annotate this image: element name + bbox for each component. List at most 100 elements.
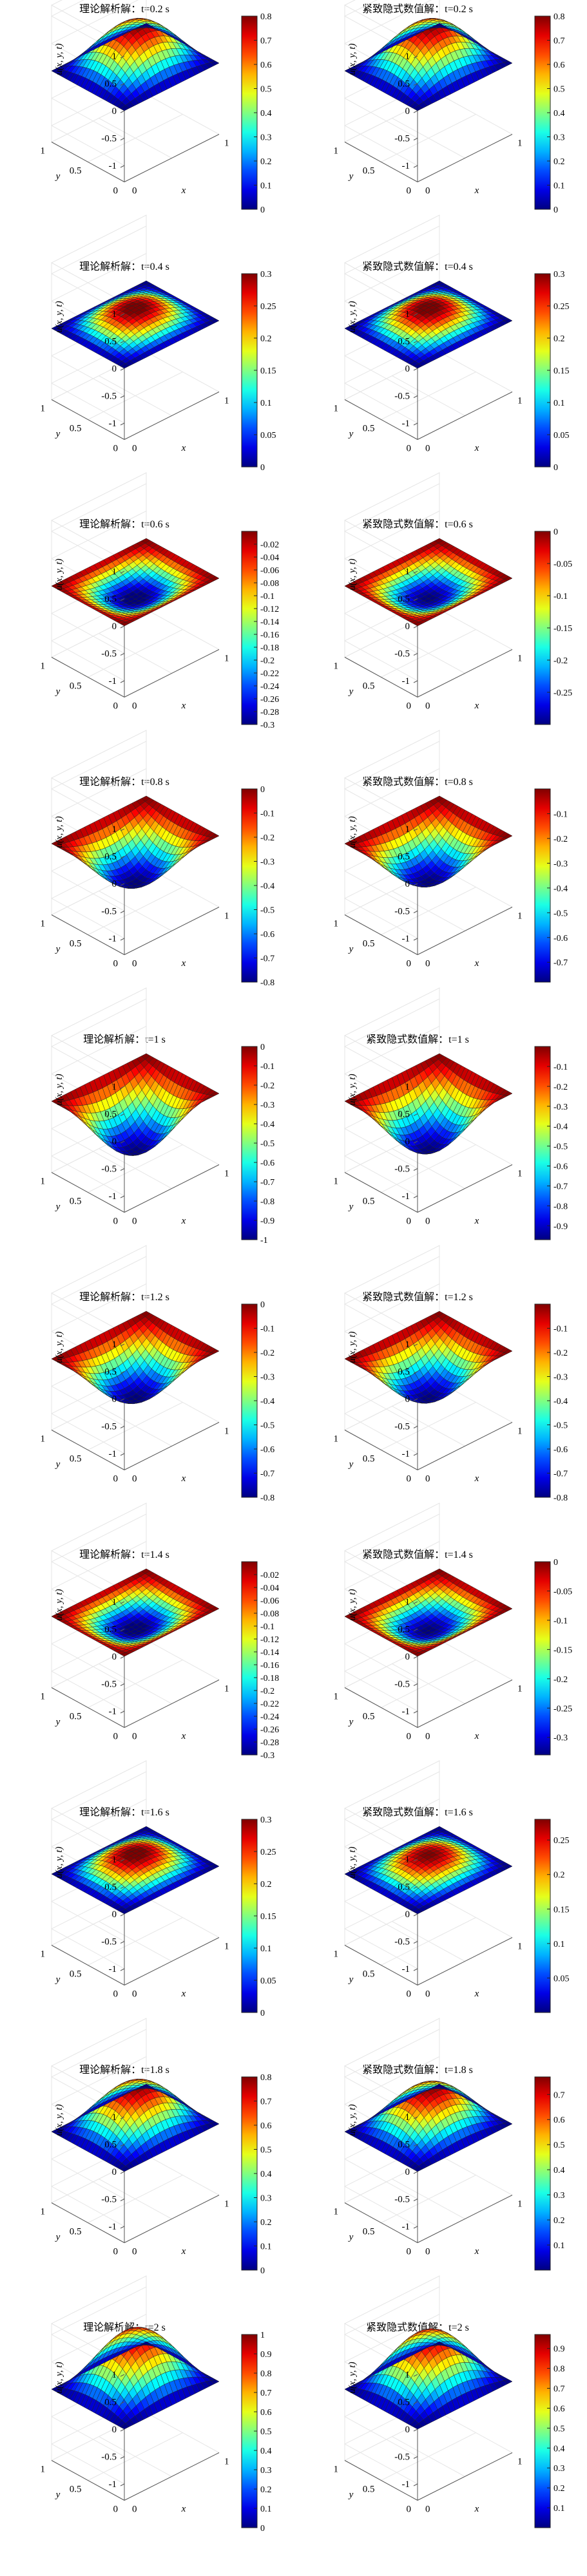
subplot-title: 紧致隐式数值解：t=0.2 s [362, 3, 473, 15]
colorbar-tick-label: -0.3 [260, 858, 274, 867]
subplot-r1-c0: 理论解析解：t=0.4 s10.50-0.5-1u(x, y, t)10.50y… [41, 214, 276, 473]
z-tick-label: 0.5 [398, 852, 410, 862]
colorbar-tick-label: -0.2 [553, 835, 568, 844]
x-tick-label: 1 [224, 396, 229, 406]
subplot-title: 理论解析解：t=0.8 s [79, 776, 169, 788]
z-tick-label: -1 [402, 161, 410, 171]
subplot-r1-c1: 紧致隐式数值解：t=0.4 s10.50-0.5-1u(x, y, t)10.5… [334, 214, 570, 473]
colorbar-tick-label: -0.3 [553, 1103, 568, 1112]
y-axis-label: y [55, 429, 61, 439]
y-axis-label: y [348, 429, 354, 439]
colorbar-tick-label: -0.1 [553, 810, 568, 819]
colorbar-tick-label: -0.6 [553, 934, 568, 943]
surface-patch [140, 23, 151, 27]
z-axis-label: u(x, y, t) [54, 558, 64, 590]
subplot-title: 紧致隐式数值解：t=1.2 s [362, 1291, 473, 1303]
y-axis-label: y [55, 171, 61, 182]
colorbar-tick-label: -0.12 [260, 605, 279, 614]
z-tick-label: 0 [112, 364, 117, 374]
colorbar-tick-label: 0 [553, 463, 558, 473]
y-axis-label: y [348, 1202, 354, 1212]
colorbar-tick-label: -0.25 [553, 688, 572, 698]
z-axis-label: u(x, y, t) [347, 43, 358, 75]
x-tick-label: 1 [517, 1169, 523, 1179]
y-tick-label: 1 [334, 661, 339, 672]
y-tick-label: 0.5 [70, 1197, 82, 1207]
colorbar-tick-label: 0.2 [553, 334, 565, 344]
colorbar-tick-label: 0.3 [260, 270, 272, 279]
colorbar-tick-label: -0.2 [260, 1349, 274, 1358]
y-axis-label: y [55, 944, 61, 954]
z-tick-label: 0.5 [104, 852, 117, 862]
z-tick-label: 0.5 [398, 337, 410, 347]
z-tick-label: 0.5 [104, 337, 117, 347]
colorbar-tick-label: 0 [553, 527, 558, 537]
x-axis: 01x [132, 654, 229, 712]
colorbar-tick-label: -0.5 [260, 1421, 274, 1431]
colorbar-tick-label: 0.5 [553, 85, 565, 95]
subplot-r5-c0: 理论解析解：t=1.2 s10.50-0.5-1u(x, y, t)10.50y… [41, 1245, 274, 1503]
colorbar: -0.1-0.2-0.3-0.4-0.5-0.6-0.7 [534, 788, 568, 983]
y-axis: 10.50y [41, 1434, 119, 1484]
x-tick-label: 1 [517, 396, 523, 406]
y-tick-label: 1 [41, 404, 46, 414]
y-tick-label: 0 [407, 1217, 412, 1227]
z-axis-label: u(x, y, t) [54, 301, 64, 332]
z-axis-label: u(x, y, t) [54, 816, 64, 848]
y-tick-label: 0 [113, 1217, 119, 1227]
colorbar-tick-label: 0.1 [553, 399, 565, 408]
z-axis-label: u(x, y, t) [54, 43, 64, 75]
subplot-r3-c1: 紧致隐式数值解：t=0.8 s10.50-0.5-1u(x, y, t)10.5… [334, 730, 568, 983]
z-tick-label: 1 [112, 824, 117, 835]
y-axis-label: y [348, 687, 354, 697]
x-axis: 01x [425, 911, 523, 969]
colorbar-tick-label: 0 [260, 785, 265, 795]
z-axis-label: u(x, y, t) [347, 301, 358, 332]
colorbar-tick-label: -0.1 [260, 810, 274, 819]
colorbar-tick-label: 0.1 [260, 399, 272, 408]
colorbar-tick-label: -0.5 [553, 1142, 568, 1152]
colorbar-tick-label: 0.3 [553, 270, 565, 279]
z-axis-label: u(x, y, t) [54, 1331, 64, 1363]
subplot-title: 理论解析解：t=1 s [83, 1034, 166, 1045]
x-tick-label: 1 [517, 654, 523, 664]
colorbar-tick-label: -0.7 [260, 1178, 274, 1188]
z-tick-label: 1 [405, 567, 410, 577]
colorbar-tick-label: -0.7 [553, 1182, 568, 1191]
z-tick-label: -1 [402, 1191, 410, 1202]
x-tick-label: 0 [132, 186, 137, 196]
z-tick-label: -0.5 [394, 907, 410, 917]
z-tick-label: -0.5 [101, 907, 117, 917]
surface [344, 1053, 513, 1155]
x-tick-label: 0 [132, 1217, 137, 1227]
z-tick-label: -0.5 [394, 649, 410, 659]
colorbar-tick-label: -0.2 [553, 656, 568, 666]
x-axis: 01x [132, 138, 229, 196]
colorbar-tick-label: -0.22 [260, 669, 279, 679]
colorbar-tick-label: -0.3 [260, 721, 274, 730]
y-tick-label: 1 [41, 661, 46, 672]
subplot-title: 紧致隐式数值解：t=0.8 s [362, 776, 473, 788]
colorbar-tick-label: 0.05 [260, 431, 276, 440]
surface [344, 18, 513, 111]
surface [51, 795, 220, 889]
x-axis-label: x [181, 958, 186, 969]
y-axis: 10.50y [334, 919, 412, 969]
y-tick-label: 0.5 [363, 681, 375, 692]
colorbar-tick-label: 0.1 [553, 182, 565, 191]
x-axis: 01x [425, 1169, 523, 1227]
colorbar-tick-label: 0.25 [260, 302, 276, 312]
y-tick-label: 0 [113, 701, 119, 712]
colorbar-tick-label: -0.26 [260, 695, 279, 705]
x-axis-label: x [181, 1216, 186, 1226]
colorbar-tick-label: -0.9 [260, 1217, 274, 1226]
colorbar-tick-label: -0.4 [260, 882, 274, 891]
x-tick-label: 1 [224, 1169, 229, 1179]
colorbar-tick-label: 0 [553, 205, 558, 215]
colorbar: 0-0.1-0.2-0.3-0.4-0.5-0.6-0.7-0.8 [241, 785, 274, 988]
subplot-r3-c0: 理论解析解：t=0.8 s10.50-0.5-1u(x, y, t)10.50y… [41, 730, 274, 988]
x-axis-label: x [474, 1216, 479, 1226]
y-axis: 10.50y [41, 919, 119, 969]
x-tick-label: 0 [132, 1474, 137, 1484]
